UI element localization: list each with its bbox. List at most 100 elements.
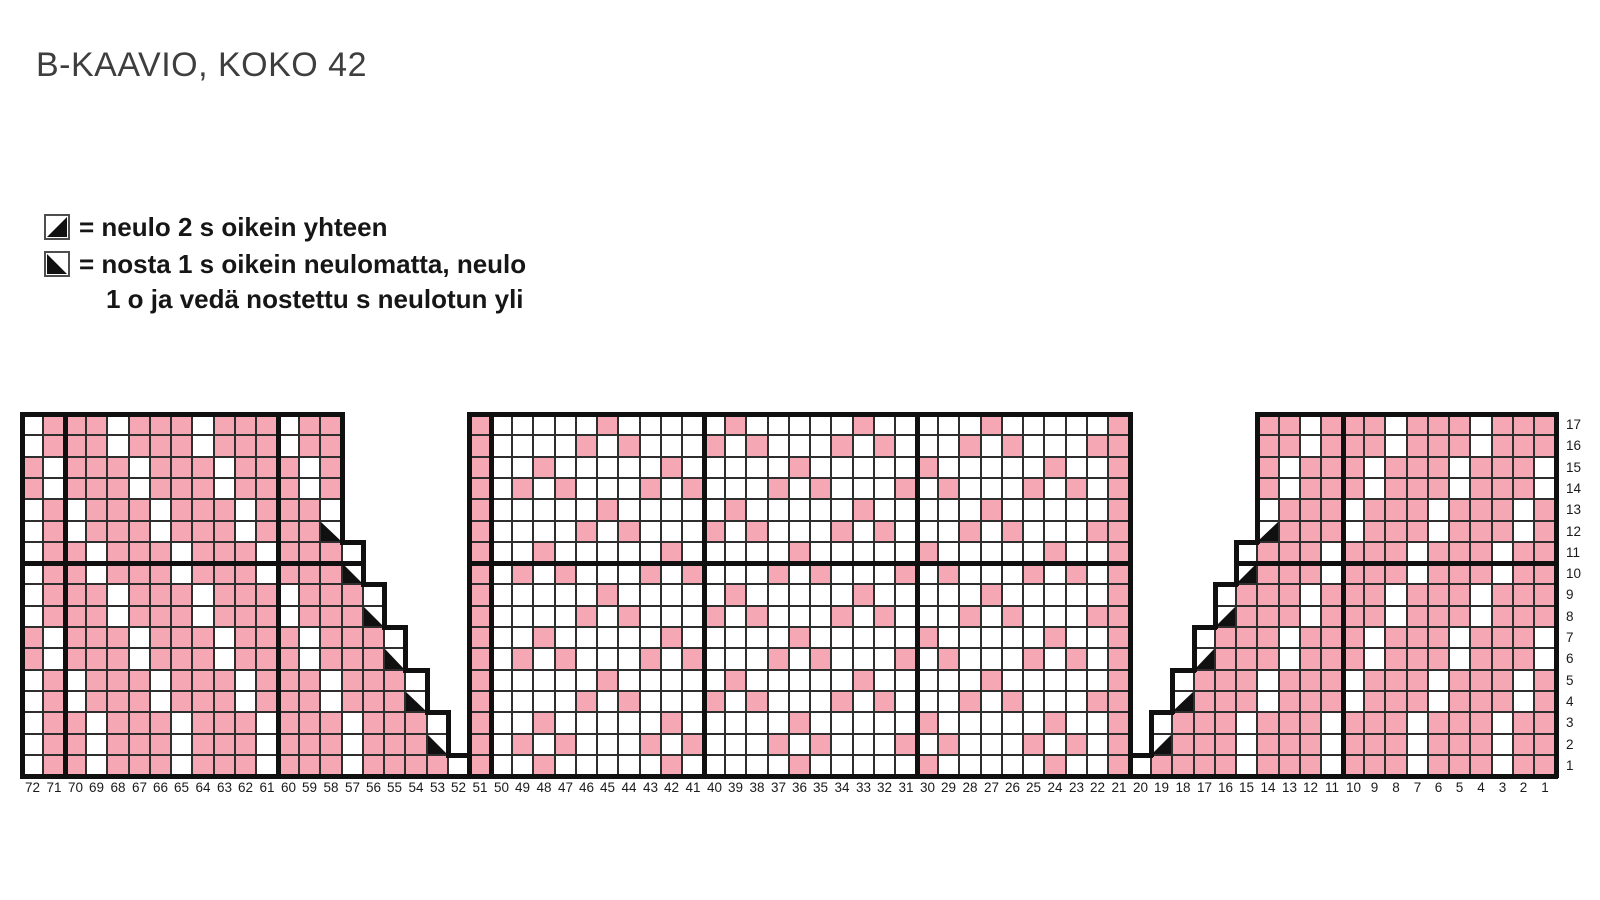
section-border: [20, 582, 25, 608]
stitch-cell: [959, 755, 981, 776]
stitch-cell: [789, 584, 810, 606]
stitch-cell: [810, 435, 831, 457]
column-label: 64: [195, 780, 211, 795]
stitch-cell: [1215, 648, 1236, 670]
stitch-cell: [342, 755, 363, 776]
stitch-cell: [1279, 457, 1300, 478]
k2tog-icon: [1152, 735, 1171, 754]
stitch-cell: [1300, 670, 1321, 691]
stitch-cell: [1236, 755, 1257, 776]
stitch-cell: [22, 414, 43, 435]
stitch-cell: [1407, 648, 1428, 670]
stitch-cell: [1044, 755, 1066, 776]
section-border: [1128, 433, 1133, 459]
stitch-cell: [959, 414, 981, 435]
stitch-cell: [150, 627, 171, 648]
stitch-cell: [1257, 712, 1279, 734]
stitch-cell: [1236, 627, 1257, 648]
stitch-cell: [1023, 712, 1044, 734]
k2tog-triangle-glyph: [47, 217, 67, 237]
stitch-cell: [469, 499, 491, 521]
stitch-cell: [235, 755, 256, 776]
stitch-cell: [1321, 606, 1343, 627]
column-label: 49: [514, 780, 531, 795]
stitch-cell: [1172, 755, 1194, 776]
stitch-cell: [43, 712, 65, 734]
stitch-cell: [831, 755, 853, 776]
stitch-cell: [874, 755, 895, 776]
column-label: 46: [578, 780, 595, 795]
stitch-cell: [1407, 627, 1428, 648]
stitch-cell: [256, 457, 278, 478]
stitch-cell: [65, 499, 86, 521]
stitch-cell: [22, 542, 43, 563]
stitch-cell: [299, 435, 320, 457]
stitch-cell: [1385, 712, 1407, 734]
stitch-cell: [1279, 755, 1300, 776]
stitch-cell: [1087, 755, 1108, 776]
stitch-cell: [1428, 627, 1449, 648]
section-border: [467, 519, 472, 544]
stitch-cell: [299, 606, 320, 627]
stitch-cell: [192, 670, 214, 691]
stitch-cell: [533, 521, 555, 542]
stitch-cell: [192, 457, 214, 478]
stitch-cell: [1087, 670, 1108, 691]
stitch-cell: [491, 755, 512, 776]
stitch-cell: [831, 521, 853, 542]
stitch-cell: [1321, 563, 1343, 584]
stitch-cell: [235, 542, 256, 563]
stitch-cell: [1470, 670, 1492, 691]
stitch-cell: [22, 670, 43, 691]
stitch-cell: [171, 712, 192, 734]
stitch-cell: [533, 606, 555, 627]
stitch-cell: [22, 606, 43, 627]
stitch-cell: [43, 542, 65, 563]
stitch-cell: [1002, 542, 1023, 563]
stitch-cell: [299, 563, 320, 584]
stitch-cell: [214, 457, 235, 478]
stitch-cell: [1407, 584, 1428, 606]
stitch-cell: [1023, 627, 1044, 648]
stitch-cell: [1364, 414, 1385, 435]
stitch-cell: [320, 584, 342, 606]
stitch-cell: [1407, 542, 1428, 563]
stitch-cell: [597, 478, 618, 499]
stitch-cell: [853, 606, 874, 627]
stitch-cell: [576, 755, 597, 776]
column-label: 20: [1132, 780, 1149, 795]
stitch-cell: [682, 457, 704, 478]
stitch-cell: [43, 435, 65, 457]
stitch-cell: [746, 691, 768, 712]
column-label: 36: [791, 780, 808, 795]
stitch-cell: [1470, 457, 1492, 478]
stitch-cell: [65, 712, 86, 734]
stitch-cell: [1492, 414, 1513, 435]
stitch-cell: [1513, 670, 1534, 691]
stitch-cell: [320, 563, 342, 584]
section-border: [1554, 689, 1559, 714]
stitch-cell: [405, 755, 427, 776]
stitch-cell: [1300, 734, 1321, 755]
stitch-cell: [1108, 712, 1130, 734]
stitch-cell: [533, 414, 555, 435]
stitch-cell: [555, 606, 576, 627]
stitch-cell: [1385, 414, 1407, 435]
stitch-cell: [129, 542, 150, 563]
stitch-cell: [491, 414, 512, 435]
stitch-cell: [256, 648, 278, 670]
stitch-cell: [1066, 627, 1087, 648]
stitch-cell: [981, 435, 1002, 457]
stitch-cell: [661, 435, 682, 457]
section-border: [446, 710, 451, 736]
stitch-cell: [1534, 648, 1556, 670]
column-label: 15: [1238, 780, 1255, 795]
stitch-cell: [1066, 563, 1087, 584]
section-border: [1170, 668, 1175, 693]
stitch-cell: [768, 542, 789, 563]
stitch-cell: [938, 542, 959, 563]
stitch-cell: [1257, 435, 1279, 457]
stitch-cell: [555, 457, 576, 478]
stitch-cell: [1492, 584, 1513, 606]
stitch-cell: [959, 627, 981, 648]
